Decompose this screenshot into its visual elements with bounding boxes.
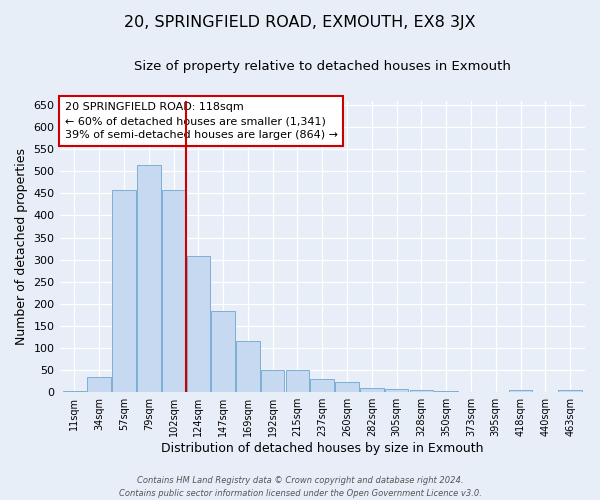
Y-axis label: Number of detached properties: Number of detached properties bbox=[15, 148, 28, 345]
Bar bbox=[88, 376, 111, 392]
X-axis label: Distribution of detached houses by size in Exmouth: Distribution of detached houses by size … bbox=[161, 442, 484, 455]
Text: Contains HM Land Registry data © Crown copyright and database right 2024.
Contai: Contains HM Land Registry data © Crown c… bbox=[119, 476, 481, 498]
Bar bbox=[211, 312, 235, 392]
Bar bbox=[162, 190, 185, 392]
Bar bbox=[410, 390, 433, 392]
Bar bbox=[559, 390, 582, 392]
Bar bbox=[236, 342, 260, 392]
Text: 20 SPRINGFIELD ROAD: 118sqm
← 60% of detached houses are smaller (1,341)
39% of : 20 SPRINGFIELD ROAD: 118sqm ← 60% of det… bbox=[65, 102, 338, 140]
Bar bbox=[187, 256, 210, 392]
Bar bbox=[112, 190, 136, 392]
Text: 20, SPRINGFIELD ROAD, EXMOUTH, EX8 3JX: 20, SPRINGFIELD ROAD, EXMOUTH, EX8 3JX bbox=[124, 15, 476, 30]
Bar bbox=[137, 164, 161, 392]
Bar bbox=[360, 388, 383, 392]
Bar bbox=[286, 370, 309, 392]
Bar bbox=[261, 370, 284, 392]
Bar bbox=[335, 382, 359, 392]
Title: Size of property relative to detached houses in Exmouth: Size of property relative to detached ho… bbox=[134, 60, 511, 73]
Bar bbox=[385, 388, 409, 392]
Bar bbox=[509, 390, 532, 392]
Bar bbox=[310, 379, 334, 392]
